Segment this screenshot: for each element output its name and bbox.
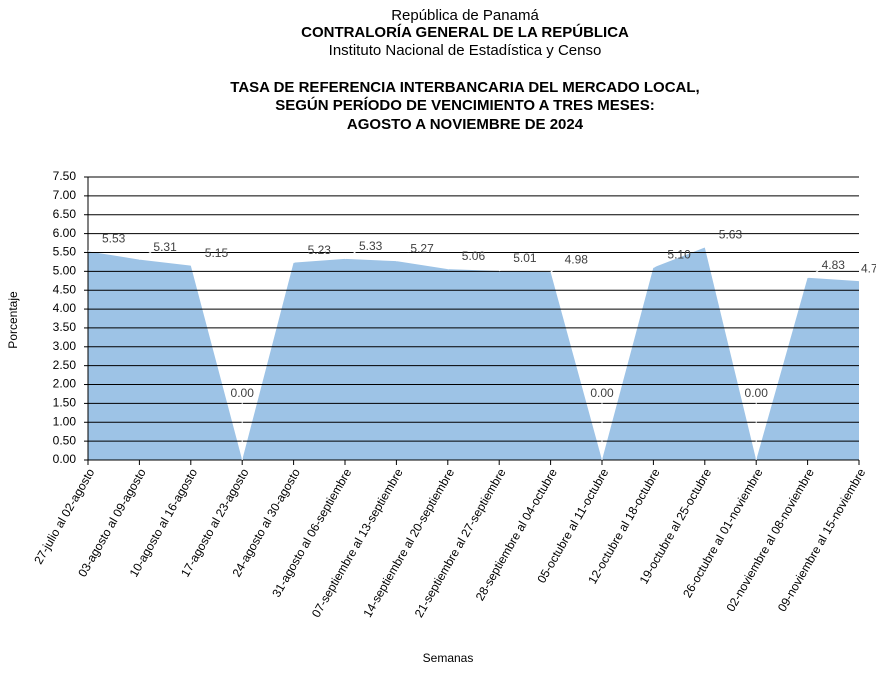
data-label: 5.53 — [102, 232, 126, 246]
area — [88, 247, 859, 460]
leader-line — [447, 260, 461, 270]
y-tick-label: 3.00 — [53, 339, 77, 353]
y-tick-label: 2.00 — [53, 377, 77, 391]
header-line: Instituto Nacional de Estadística y Cens… — [329, 42, 602, 59]
x-tick-label: 09-noviembre al 15-noviembre — [775, 466, 869, 614]
data-label: 5.31 — [153, 240, 177, 254]
y-tick-label: 6.50 — [53, 207, 77, 221]
y-tick-label: 4.50 — [53, 282, 77, 296]
y-tick-label: 5.50 — [53, 245, 77, 259]
leader-line — [344, 250, 358, 260]
y-tick-label: 0.50 — [53, 433, 77, 447]
y-tick-label: 2.50 — [53, 358, 77, 372]
data-label: 5.23 — [308, 243, 332, 257]
x-tick-label: 14-septiembre al 20-septiembre — [360, 466, 457, 620]
header-line: CONTRALORÍA GENERAL DE LA REPÚBLICA — [301, 23, 629, 41]
data-label: 4.98 — [565, 252, 589, 266]
data-label: 0.00 — [745, 386, 769, 400]
x-tick-label: 21-septiembre al 27-septiembre — [412, 466, 509, 620]
leader-line — [704, 239, 718, 248]
data-label: 5.10 — [667, 248, 691, 262]
leader-line — [87, 242, 101, 252]
y-tick-label: 7.50 — [53, 169, 77, 183]
data-label: 0.00 — [590, 386, 614, 400]
x-tick-label: 02-noviembre al 08-noviembre — [723, 466, 817, 614]
data-label: 5.01 — [513, 251, 537, 265]
data-label: 5.27 — [410, 241, 434, 255]
y-tick-label: 6.00 — [53, 226, 77, 240]
chart-title: AGOSTO A NOVIEMBRE DE 2024 — [347, 116, 584, 133]
y-tick-label: 7.00 — [53, 188, 77, 202]
data-label: 5.63 — [719, 228, 743, 242]
y-tick-label: 1.00 — [53, 414, 77, 428]
data-label: 5.33 — [359, 239, 383, 253]
leader-line — [653, 259, 666, 268]
x-axis-label: Semanas — [423, 651, 474, 665]
leader-line — [807, 269, 820, 279]
chart-title: SEGÚN PERÍODO DE VENCIMIENTO A TRES MESE… — [275, 96, 655, 114]
data-label: 5.06 — [462, 249, 486, 263]
leader-line — [293, 254, 306, 264]
data-label: 5.15 — [205, 246, 229, 260]
data-label: 0.00 — [231, 386, 255, 400]
leader-line — [550, 263, 563, 273]
y-tick-label: 4.00 — [53, 301, 77, 315]
x-tick-label: 07-septiembre al 13-septiembre — [309, 466, 406, 620]
leader-line — [139, 251, 152, 261]
leader-line — [498, 262, 512, 272]
leader-line — [190, 257, 204, 267]
leader-line — [396, 252, 409, 262]
y-tick-label: 3.50 — [53, 320, 77, 334]
header-line: República de Panamá — [391, 7, 539, 24]
data-label: 4.83 — [822, 258, 846, 272]
chart-title: TASA DE REFERENCIA INTERBANCARIA DEL MER… — [230, 79, 699, 96]
y-tick-label: 1.50 — [53, 396, 77, 410]
data-label: 4.74 — [861, 261, 876, 275]
y-axis-label: Porcentaje — [6, 291, 20, 349]
y-tick-label: 0.00 — [53, 452, 77, 466]
y-tick-label: 5.00 — [53, 264, 77, 278]
